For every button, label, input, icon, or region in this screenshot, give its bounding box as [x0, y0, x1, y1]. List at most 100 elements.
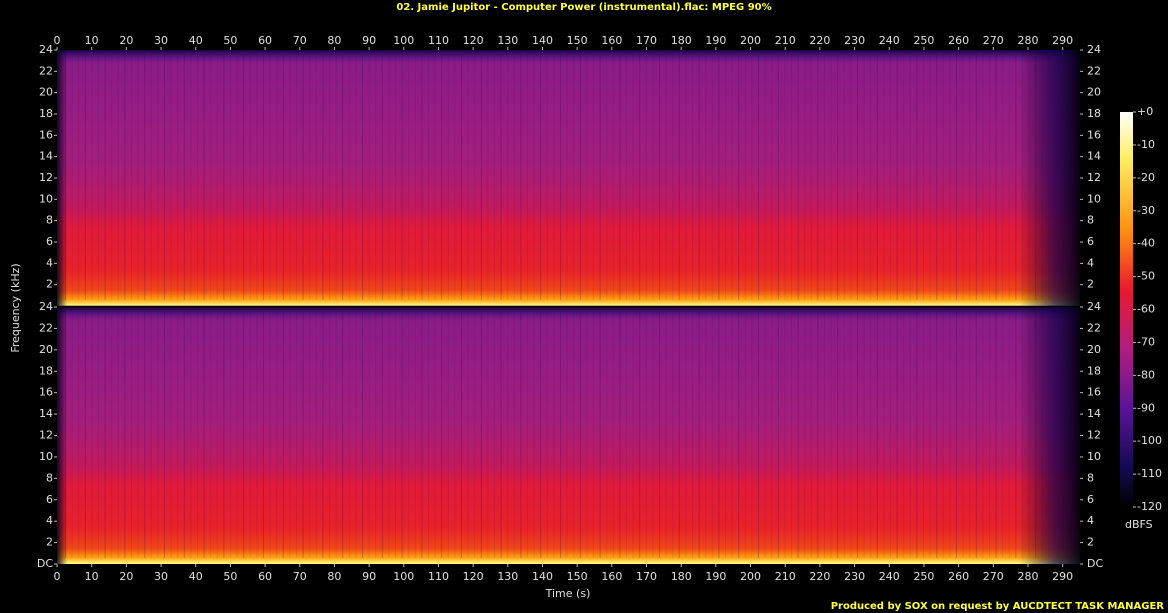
spectrogram-texture [843, 54, 845, 300]
y-tick-label: 20 [39, 343, 53, 356]
y-tick-label: 18 [1087, 107, 1101, 120]
spectrogram-texture [612, 311, 614, 558]
x-tick-label: 10 [85, 34, 99, 47]
x-tick-label: 290 [1052, 570, 1073, 583]
spectrogram-texture [982, 311, 984, 558]
spectrogram-texture [467, 54, 469, 300]
spectrogram-texture [810, 54, 812, 300]
spectrogram-texture [771, 311, 773, 558]
spectrogram-texture [434, 54, 436, 300]
y-tick-label: 18 [39, 107, 53, 120]
x-tick-label: 90 [362, 570, 376, 583]
colorbar-tick-label: -60 [1137, 303, 1155, 316]
spectrogram-texture [909, 311, 911, 558]
spectrogram-texture [771, 54, 773, 300]
x-tick-label: 60 [258, 570, 272, 583]
spectrogram-texture [725, 311, 726, 558]
spectrogram-texture [329, 311, 330, 558]
spectrogram-texture [395, 311, 396, 558]
spectrogram-texture [949, 54, 951, 300]
spectrogram-texture [197, 311, 198, 558]
spectrogram-texture [513, 311, 515, 558]
spectrogram-texture [804, 311, 806, 558]
spectrogram-texture [197, 54, 198, 300]
spectrogram-texture [335, 54, 337, 300]
x-tick-label: 250 [913, 570, 934, 583]
spectrogram-texture [150, 311, 152, 558]
spectrogram-texture [586, 311, 588, 558]
colorbar-tick-label: -80 [1137, 368, 1155, 381]
spectrogram-texture [659, 54, 660, 300]
spectrogram-texture [461, 311, 462, 558]
spectrogram-texture [1048, 54, 1050, 300]
spectrogram-texture [1002, 311, 1004, 558]
y-tick-label: DC [1087, 557, 1103, 570]
spectrogram-texture [111, 54, 113, 300]
spectrogram-texture [124, 54, 126, 300]
spectrogram-texture [599, 54, 601, 300]
spectrogram-texture [230, 311, 231, 558]
spectrogram-texture [540, 54, 542, 300]
y-tick-label: 24 [1087, 300, 1101, 313]
spectrogram-texture [989, 54, 990, 300]
spectrogram-texture [441, 54, 443, 300]
spectrogram-texture [1015, 54, 1017, 300]
colorbar-tick-label: -20 [1137, 171, 1155, 184]
y-tick-label: 4 [46, 514, 53, 527]
spectrogram-texture [348, 311, 350, 558]
spectrogram-texture [804, 54, 806, 300]
spectrogram-texture [454, 54, 456, 300]
spectrogram-texture [599, 311, 601, 558]
y-tick-label: 18 [1087, 364, 1101, 377]
y-tick-label: 22 [1087, 321, 1101, 334]
spectrogram-texture [507, 311, 509, 558]
spectrogram-texture [296, 54, 297, 300]
colorbar-tick-label: +0 [1137, 105, 1153, 118]
spectrogram-texture [619, 54, 621, 300]
spectrogram-texture [738, 54, 740, 300]
spectrogram-texture [381, 54, 383, 300]
x-tick-label: 110 [428, 34, 449, 47]
x-tick-label: 190 [705, 570, 726, 583]
spectrogram-texture [962, 311, 964, 558]
spectrogram-texture [936, 54, 938, 300]
spectrogram-texture [546, 311, 548, 558]
spectrogram-texture [751, 311, 753, 558]
spectrogram-texture [381, 311, 383, 558]
spectrogram-texture [672, 311, 674, 558]
y-tick-label: 2 [46, 278, 53, 291]
spectrogram-texture [355, 54, 357, 300]
spectrogram-texture [956, 311, 957, 558]
spectrogram-texture [883, 311, 885, 558]
spectrogram-texture [652, 311, 654, 558]
spectrogram-texture [78, 311, 80, 558]
spectrogram-texture [375, 54, 377, 300]
y-tick-label: 14 [39, 150, 53, 163]
spectrogram-texture [289, 311, 291, 558]
spectrogram-texture [434, 311, 436, 558]
spectrogram-texture [362, 54, 363, 300]
spectrogram-texture [857, 311, 858, 558]
x-tick-label: 30 [154, 570, 168, 583]
spectrogram-texture [1028, 54, 1030, 300]
spectrogram-texture [84, 311, 86, 558]
spectrogram-texture [744, 311, 746, 558]
spectrogram-texture [645, 311, 647, 558]
x-tick-label: 250 [913, 34, 934, 47]
spectrogram-texture [1002, 54, 1004, 300]
spectrogram-texture [890, 311, 891, 558]
spectrogram-texture [131, 311, 132, 558]
spectrogram-texture [850, 311, 852, 558]
chart-title: 02. Jamie Jupitor - Computer Power (inst… [396, 2, 771, 13]
spectrogram-texture [117, 311, 119, 558]
spectrogram-texture [982, 54, 984, 300]
y-tick-label: 4 [1087, 256, 1094, 269]
colorbar-tick-label: -40 [1137, 237, 1155, 250]
spectrogram-texture [243, 54, 245, 300]
spectrogram-texture [474, 54, 476, 300]
colorbar-tick-label: -50 [1137, 270, 1155, 283]
spectrogram-texture [131, 54, 132, 300]
spectrogram-texture [520, 311, 522, 558]
spectrogram-texture [764, 54, 766, 300]
x-tick-label: 260 [948, 34, 969, 47]
